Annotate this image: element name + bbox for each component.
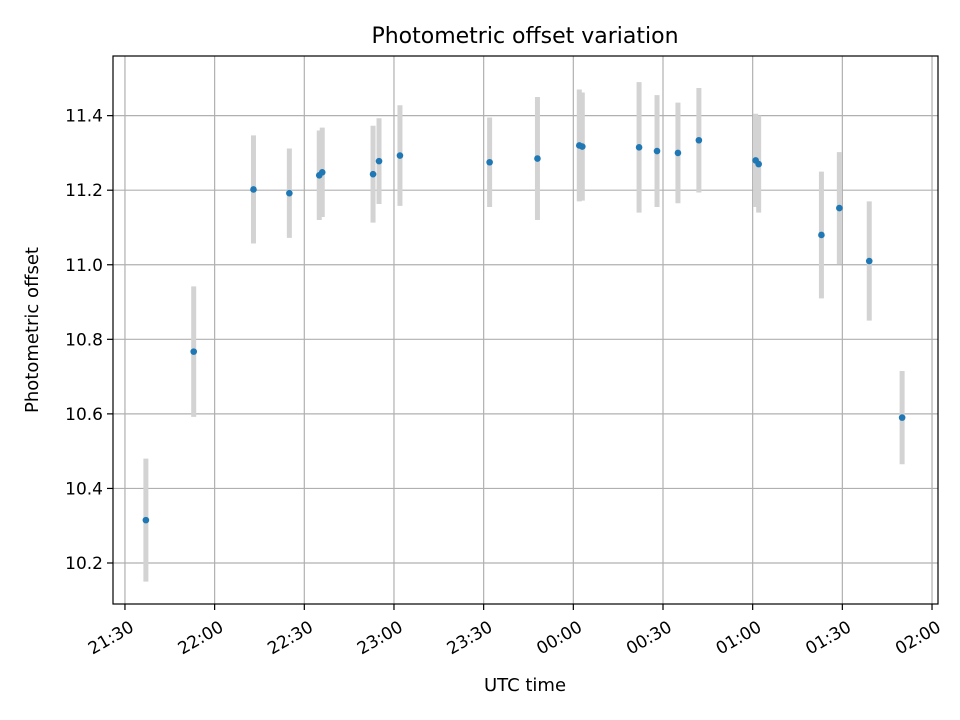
data-point bbox=[142, 516, 150, 524]
plot-frame bbox=[112, 55, 939, 605]
y-tick-label: 10.2 bbox=[65, 554, 103, 574]
y-tick-label: 10.6 bbox=[65, 405, 103, 425]
data-point bbox=[369, 170, 377, 178]
data-point bbox=[486, 158, 493, 166]
y-tick-label: 10.4 bbox=[65, 479, 103, 499]
data-point bbox=[755, 160, 762, 168]
data-point bbox=[695, 136, 703, 144]
data-point bbox=[898, 414, 906, 421]
plot-area bbox=[113, 56, 938, 604]
data-point bbox=[635, 144, 643, 151]
data-point bbox=[818, 231, 825, 239]
chart-title: Photometric offset variation bbox=[371, 24, 678, 49]
data-point bbox=[653, 147, 661, 155]
y-tick-label: 11.2 bbox=[65, 181, 103, 201]
data-point bbox=[250, 186, 257, 193]
data-point bbox=[836, 204, 843, 212]
data-markers bbox=[142, 136, 906, 524]
data-point bbox=[865, 257, 873, 265]
data-point bbox=[578, 143, 586, 150]
y-tick-label: 10.8 bbox=[65, 330, 103, 350]
y-tick-label: 11.4 bbox=[65, 107, 103, 127]
data-point bbox=[674, 149, 682, 157]
data-point bbox=[534, 155, 541, 162]
data-point bbox=[318, 169, 326, 176]
data-point bbox=[396, 152, 404, 159]
y-axis-label: Photometric offset bbox=[22, 247, 43, 413]
y-tick-label: 11.0 bbox=[65, 256, 103, 276]
data-point bbox=[190, 348, 198, 355]
data-point bbox=[375, 157, 383, 165]
x-axis-label: UTC time bbox=[484, 675, 566, 696]
y-axis-ticks: 10.2 10.4 10.6 10.8 11.0 11.2 11.4 bbox=[65, 107, 113, 574]
data-point bbox=[286, 189, 293, 197]
